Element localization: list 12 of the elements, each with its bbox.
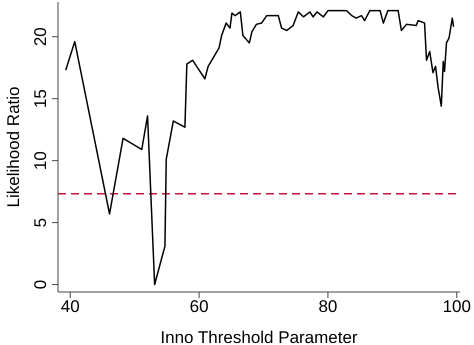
x-tick-label: 100 [442,297,471,316]
y-tick-label: 10 [31,151,50,170]
y-axis-title: Likelihood Ratio [4,86,23,208]
y-tick-label: 5 [31,218,50,228]
x-tick-label: 40 [60,297,80,316]
y-tick-label: 0 [31,280,50,290]
y-tick-label: 20 [31,27,50,46]
x-axis-title: Inno Threshold Parameter [160,328,358,345]
line-series [64,10,454,286]
y-tick-label: 15 [31,89,50,108]
x-tick-label: 60 [190,297,209,316]
x-tick-label: 80 [318,297,338,316]
